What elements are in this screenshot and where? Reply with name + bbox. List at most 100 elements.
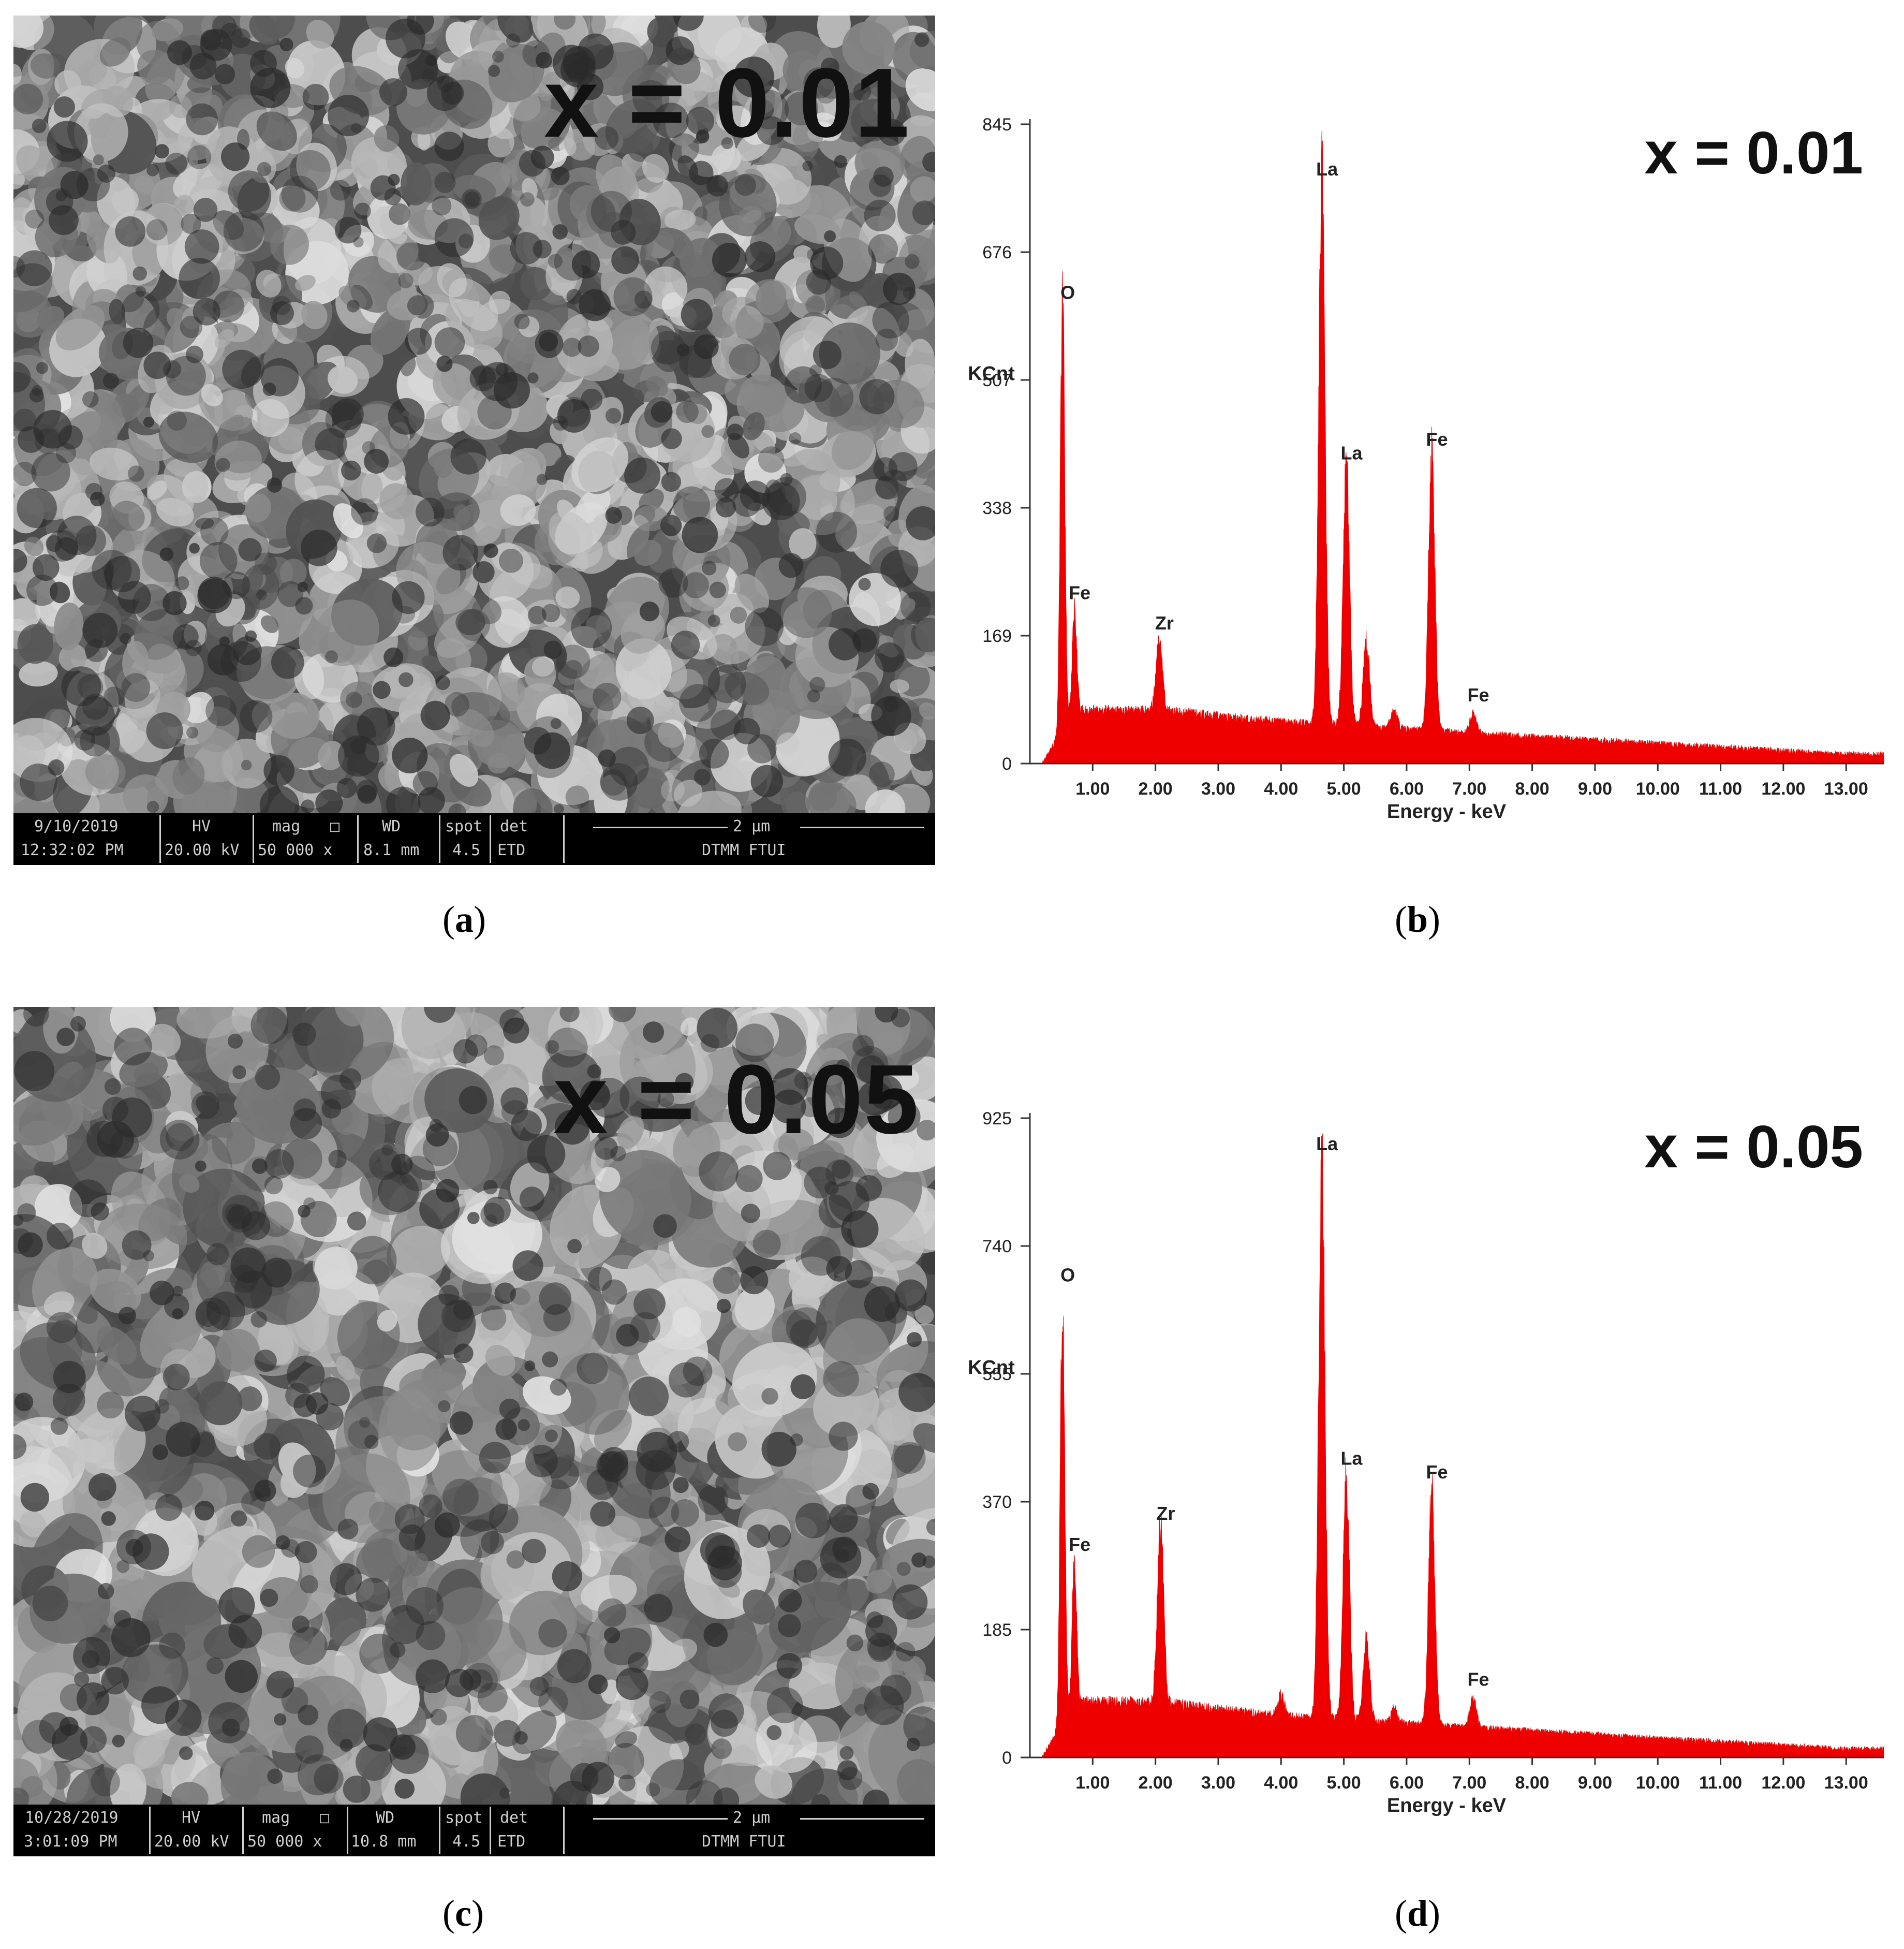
y-tick-label: 845 [982,115,1012,135]
x-tick-label: 3.00 [1201,779,1235,799]
info-hv-header: HV [192,817,211,836]
caption-c: (c) [442,1893,484,1934]
x-tick-label: 10.00 [1636,1773,1680,1793]
y-tick-label: 169 [982,626,1012,646]
sem-texture-c [13,1007,935,1805]
eds-chart-svg-d: 0 185 370 555 740 925 1.00 2.00 3.00 4.00 5.00 6.00… [968,1109,1884,1816]
mag-box-icon: □ [320,1809,330,1827]
info-scale: 2 μm [733,817,771,836]
info-date: 10/28/2019 [25,1809,119,1827]
info-date: 9/10/2019 [34,817,119,836]
x-tick-label: 5.00 [1327,1773,1361,1793]
caption-b: (b) [1395,899,1441,940]
y-axis-label: KCnt [968,1357,1015,1379]
scale-bar-line-right [800,1818,924,1820]
info-hv: 20.00 kV [165,841,240,859]
caption-d: (d) [1395,1893,1441,1934]
x-tick-label: 2.00 [1139,1773,1173,1793]
x-tick-label: 1.00 [1075,1773,1110,1793]
info-mag-header: mag [262,1809,290,1827]
x-tick-label: 13.00 [1824,779,1868,799]
info-spot: 4.5 [452,841,481,859]
caption-a: (a) [442,899,486,940]
x-tick-label: 4.00 [1264,1773,1298,1793]
sem-label-a: x = 0.01 [544,48,910,158]
x-tick-label: 12.00 [1761,779,1805,799]
info-det: ETD [497,841,526,859]
y-tick-label: 370 [982,1492,1012,1512]
scale-bar-line-left [593,827,728,828]
x-tick-label: 7.00 [1452,779,1486,799]
info-hv-header: HV [182,1809,201,1827]
peak-label: Fe [1069,1534,1090,1555]
y-tick-label: 925 [982,1109,1012,1129]
y-tick-label: 185 [982,1620,1012,1640]
x-tick-label: 3.00 [1201,1773,1235,1793]
x-tick-label: 5.00 [1327,779,1361,799]
info-scale: 2 μm [733,1809,771,1827]
scale-bar-line-right [800,827,924,828]
peak-label: La [1340,1447,1363,1469]
info-det: ETD [497,1833,526,1851]
info-wd-header: WD [376,1809,395,1827]
info-lab: DTMM FTUI [702,1833,786,1851]
peak-label: Fe [1426,429,1448,450]
x-tick-label: 8.00 [1515,779,1549,799]
info-mag: 50 000 x [258,841,333,859]
info-time: 12:32:02 PM [21,841,124,859]
eds-spectrum-d: 0 185 370 555 740 925 1.00 2.00 3.00 4.00 5.00 6.00… [952,1097,1894,1843]
sem-texture-a [13,16,935,813]
y-tick-label: 555 [982,1365,1012,1384]
y-tick-label: 676 [982,243,1012,262]
sem-info-bar-c: 10/28/2019 3:01:09 PM HV 20.00 kV mag □ … [13,1805,935,1856]
sem-grains [13,1007,935,1805]
sem-image-a: x = 0.01 9/10/2019 12:32:02 PM HV 20.00 … [13,16,935,865]
sem-image-c: x = 0.05 10/28/2019 3:01:09 PM HV 20.00 … [13,1007,935,1856]
peak-label: La [1316,158,1338,180]
scale-bar-line-left [593,1818,728,1820]
info-wd: 8.1 mm [363,841,420,859]
peak-label: Fe [1069,582,1090,604]
x-tick-label: 8.00 [1515,1773,1549,1793]
sem-info-bar-a: 9/10/2019 12:32:02 PM HV 20.00 kV mag □ … [13,813,935,865]
info-spot-header: spot [445,1809,483,1827]
sem-grains [13,16,935,813]
x-tick-label: 4.00 [1264,779,1298,799]
peak-label: La [1316,1133,1338,1154]
caption-letter-a: a [454,899,474,940]
x-tick-label: 6.00 [1390,779,1424,799]
x-axis-label: Energy - keV [1387,1795,1507,1816]
x-axis-label: Energy - keV [1387,801,1507,823]
info-hv: 20.00 kV [154,1833,229,1851]
peak-label: Fe [1426,1461,1448,1483]
y-axis-label: KCnt [968,363,1015,385]
peak-label: Zr [1155,612,1174,634]
caption-letter-d: d [1407,1893,1428,1934]
info-det-header: det [500,1809,528,1827]
y-tick-label: 0 [1002,1748,1012,1768]
peak-label: Zr [1156,1503,1175,1524]
peak-label: La [1340,442,1363,463]
x-tick-label: 9.00 [1578,1773,1612,1793]
info-wd-header: WD [382,817,401,836]
info-wd: 10.8 mm [351,1833,417,1851]
info-det-header: det [500,817,528,836]
caption-letter-b: b [1407,899,1428,940]
y-tick-label: 507 [982,371,1012,390]
y-tick-label: 740 [982,1237,1012,1256]
peak-label: O [1060,282,1075,303]
eds-chart-svg-b: 0 169 338 507 676 845 1.00 2.00 3.00 4.00 5.00 6.00… [968,115,1884,823]
info-spot: 4.5 [452,1833,481,1851]
eds-spectrum-b: 0 169 338 507 676 845 1.00 2.00 3.00 4.00 5.00 6.00… [952,104,1894,849]
info-time: 3:01:09 PM [24,1833,117,1851]
peak-label: Fe [1468,1669,1489,1690]
y-tick-label: 0 [1002,754,1012,774]
info-lab: DTMM FTUI [702,841,786,859]
peak-label: Fe [1468,684,1489,706]
info-mag: 50 000 x [247,1833,322,1851]
y-tick-label: 338 [982,499,1012,518]
spectrum-series [1030,1134,1884,1758]
info-spot-header: spot [445,817,483,836]
x-tick-label: 10.00 [1636,779,1680,799]
x-tick-label: 11.00 [1699,1773,1742,1793]
